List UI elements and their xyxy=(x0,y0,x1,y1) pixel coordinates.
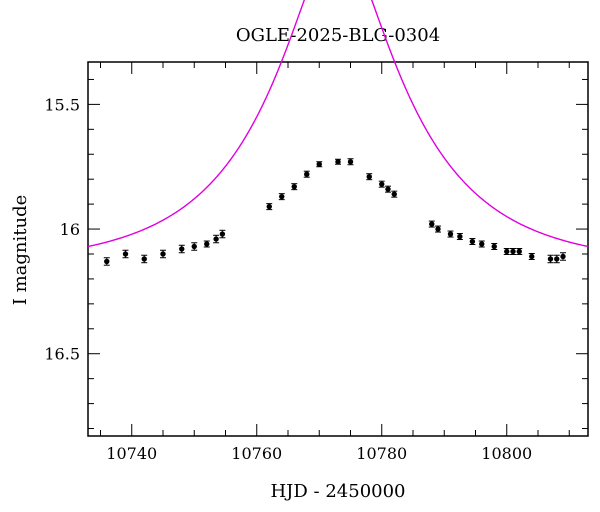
data-point xyxy=(104,258,110,265)
x-tick-label: 10740 xyxy=(106,444,157,463)
data-point xyxy=(347,159,354,165)
y-tick-group: 15.5 16 16.5 xyxy=(44,78,588,430)
data-point xyxy=(491,243,497,250)
data-point xyxy=(554,256,560,262)
data-point xyxy=(516,248,522,255)
data-point xyxy=(391,191,397,197)
data-point xyxy=(479,241,485,247)
x-tick-group: 10740 10760 10780 10800 xyxy=(100,62,570,463)
y-axis-label: I magnitude xyxy=(10,195,31,306)
x-tick-label: 10760 xyxy=(231,444,282,463)
data-point xyxy=(213,236,219,242)
data-point xyxy=(379,181,385,187)
data-point xyxy=(160,251,166,257)
x-tick-label: 10800 xyxy=(481,444,532,463)
data-point xyxy=(141,256,147,262)
data-point xyxy=(291,183,297,190)
y-tick-label: 15.5 xyxy=(44,95,80,114)
data-point xyxy=(204,241,210,247)
x-tick-label: 10780 xyxy=(356,444,407,463)
data-point xyxy=(335,159,341,165)
y-tick-label: 16.5 xyxy=(44,345,80,364)
chart-title: OGLE-2025-BLG-0304 xyxy=(236,25,440,46)
data-point xyxy=(469,238,476,245)
data-point xyxy=(504,248,510,255)
data-point xyxy=(122,251,129,257)
y-tick-label: 16 xyxy=(60,220,80,239)
data-point xyxy=(457,233,463,240)
data-point xyxy=(385,186,391,192)
data-point xyxy=(191,243,197,250)
data-point xyxy=(304,171,310,177)
data-point xyxy=(429,221,435,227)
data-point xyxy=(316,161,322,167)
data-point xyxy=(266,203,272,210)
data-point xyxy=(510,248,516,255)
model-curve xyxy=(87,0,589,248)
data-points-group xyxy=(103,158,566,266)
data-point xyxy=(560,253,566,260)
data-point xyxy=(179,246,185,252)
data-point xyxy=(529,253,535,260)
data-point xyxy=(447,231,454,237)
x-axis-label: HJD - 2450000 xyxy=(270,481,405,502)
data-point xyxy=(279,193,285,200)
data-point xyxy=(219,231,226,237)
data-point xyxy=(366,173,372,180)
plot-frame xyxy=(87,61,589,437)
data-point xyxy=(435,226,441,232)
data-point xyxy=(547,256,554,262)
